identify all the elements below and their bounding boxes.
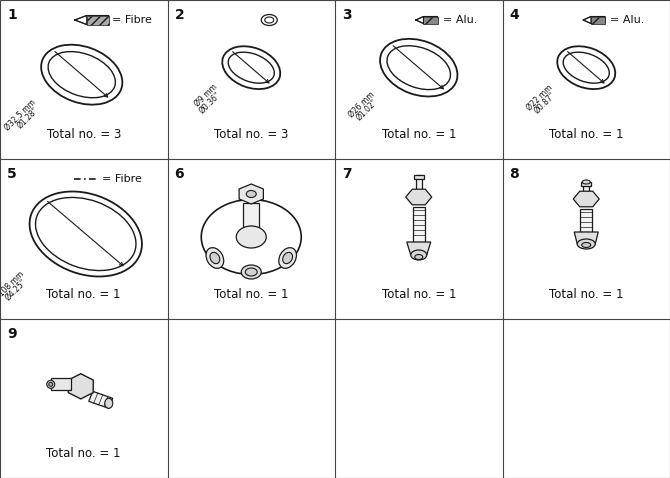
- Polygon shape: [584, 17, 605, 23]
- Polygon shape: [406, 189, 431, 205]
- Ellipse shape: [582, 242, 591, 248]
- Ellipse shape: [105, 398, 113, 408]
- Polygon shape: [88, 391, 113, 408]
- Ellipse shape: [206, 248, 224, 268]
- Polygon shape: [574, 232, 598, 244]
- Polygon shape: [86, 15, 109, 24]
- Ellipse shape: [210, 252, 220, 264]
- Text: Ø4.25": Ø4.25": [4, 277, 29, 302]
- Text: Ø1.02": Ø1.02": [355, 98, 380, 122]
- Text: Ø0.36": Ø0.36": [197, 91, 222, 116]
- Ellipse shape: [415, 254, 423, 260]
- Bar: [584, 182, 589, 197]
- Bar: [580, 209, 592, 232]
- Text: Total no. = 1: Total no. = 1: [46, 288, 121, 301]
- Ellipse shape: [247, 191, 256, 197]
- Text: Ø0.87": Ø0.87": [533, 91, 557, 116]
- Ellipse shape: [241, 265, 261, 279]
- Ellipse shape: [279, 248, 296, 268]
- Text: Ø108 mm: Ø108 mm: [0, 269, 25, 302]
- Bar: [413, 207, 425, 242]
- Text: 8: 8: [509, 167, 519, 181]
- Text: Ø26 mm: Ø26 mm: [347, 90, 377, 119]
- Bar: [416, 175, 421, 195]
- Text: Total no. = 1: Total no. = 1: [214, 288, 289, 301]
- Ellipse shape: [237, 226, 266, 248]
- Polygon shape: [591, 17, 605, 23]
- Text: 6: 6: [174, 167, 184, 181]
- Ellipse shape: [578, 239, 595, 249]
- Text: Ø32.5 mm: Ø32.5 mm: [3, 98, 38, 132]
- Text: 7: 7: [342, 167, 352, 181]
- Text: Total no. = 1: Total no. = 1: [381, 128, 456, 141]
- Text: = Alu.: = Alu.: [443, 15, 477, 25]
- Ellipse shape: [49, 382, 53, 386]
- Bar: [243, 203, 259, 227]
- Text: Total no. = 3: Total no. = 3: [46, 128, 121, 141]
- Text: 2: 2: [174, 8, 184, 22]
- Bar: [51, 378, 71, 391]
- Text: 9: 9: [7, 326, 17, 341]
- Text: = Fibre: = Fibre: [102, 174, 141, 185]
- Bar: [414, 175, 423, 179]
- Text: Total no. = 1: Total no. = 1: [549, 288, 624, 301]
- Polygon shape: [574, 191, 599, 207]
- Text: = Fibre: = Fibre: [112, 15, 151, 25]
- Ellipse shape: [582, 180, 590, 184]
- Text: = Alu.: = Alu.: [610, 15, 645, 25]
- Bar: [582, 182, 591, 186]
- Text: Ø22 mm: Ø22 mm: [525, 83, 554, 112]
- Polygon shape: [423, 17, 438, 23]
- Text: Total no. = 3: Total no. = 3: [214, 128, 289, 141]
- Ellipse shape: [411, 250, 427, 260]
- Polygon shape: [75, 15, 109, 24]
- Text: Ø1.28": Ø1.28": [16, 106, 41, 130]
- Polygon shape: [239, 184, 263, 204]
- Text: Total no. = 1: Total no. = 1: [549, 128, 624, 141]
- Ellipse shape: [245, 268, 257, 276]
- Polygon shape: [416, 17, 438, 23]
- Polygon shape: [68, 374, 93, 399]
- Text: Total no. = 1: Total no. = 1: [381, 288, 456, 301]
- Polygon shape: [407, 242, 431, 255]
- Text: 5: 5: [7, 167, 17, 181]
- Text: 4: 4: [509, 8, 519, 22]
- Text: 1: 1: [7, 8, 17, 22]
- Ellipse shape: [283, 252, 293, 264]
- Ellipse shape: [47, 380, 55, 388]
- Text: Ø9 mm: Ø9 mm: [193, 83, 219, 109]
- Text: 3: 3: [342, 8, 352, 22]
- Text: Total no. = 1: Total no. = 1: [46, 447, 121, 460]
